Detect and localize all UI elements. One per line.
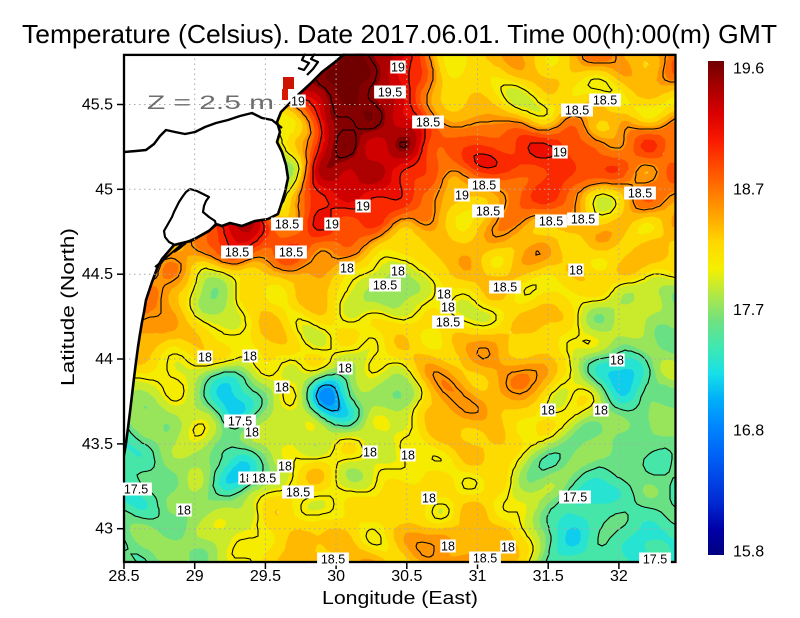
svg-text:29.5: 29.5 — [250, 568, 281, 585]
svg-text:18: 18 — [401, 449, 415, 463]
svg-text:18.5: 18.5 — [472, 179, 496, 193]
svg-text:19: 19 — [391, 61, 405, 75]
svg-text:Temperature (Celsius). Date 20: Temperature (Celsius). Date 2017.06.01. … — [22, 19, 777, 49]
svg-text:32: 32 — [610, 568, 628, 585]
svg-text:17.5: 17.5 — [228, 415, 252, 429]
svg-text:18.5: 18.5 — [225, 246, 249, 260]
svg-text:43.5: 43.5 — [82, 436, 113, 453]
svg-text:18: 18 — [441, 301, 455, 315]
svg-text:30.5: 30.5 — [391, 568, 422, 585]
svg-text:18: 18 — [275, 381, 289, 395]
svg-text:18: 18 — [541, 404, 555, 418]
svg-text:18.5: 18.5 — [436, 316, 460, 330]
svg-text:18: 18 — [594, 404, 608, 418]
svg-text:19: 19 — [325, 218, 339, 232]
svg-text:18.5: 18.5 — [593, 94, 617, 108]
svg-text:19: 19 — [291, 95, 305, 109]
svg-text:18.5: 18.5 — [286, 486, 310, 500]
svg-text:18.7: 18.7 — [733, 181, 764, 198]
svg-text:18.5: 18.5 — [279, 246, 303, 260]
svg-text:18: 18 — [363, 446, 377, 460]
svg-text:18.5: 18.5 — [565, 104, 589, 118]
svg-text:18: 18 — [278, 460, 292, 474]
svg-text:18: 18 — [441, 540, 455, 554]
svg-text:18.5: 18.5 — [321, 553, 345, 567]
svg-text:45.5: 45.5 — [82, 97, 113, 114]
svg-text:44.5: 44.5 — [82, 266, 113, 283]
svg-text:17.5: 17.5 — [563, 491, 587, 505]
svg-text:18.5: 18.5 — [493, 281, 517, 295]
svg-text:18: 18 — [501, 541, 515, 555]
svg-text:19.6: 19.6 — [733, 61, 764, 78]
svg-text:18.5: 18.5 — [539, 215, 563, 229]
svg-text:19.5: 19.5 — [378, 86, 402, 100]
svg-text:28.5: 28.5 — [108, 568, 139, 585]
svg-text:18: 18 — [245, 426, 259, 440]
svg-text:Z = 2.5 m: Z = 2.5 m — [147, 93, 274, 114]
svg-text:43: 43 — [95, 521, 113, 538]
svg-text:19: 19 — [455, 189, 469, 203]
svg-text:18.5: 18.5 — [476, 205, 500, 219]
svg-text:18.5: 18.5 — [473, 552, 497, 566]
svg-text:18: 18 — [569, 264, 583, 278]
svg-text:44: 44 — [95, 351, 113, 368]
svg-text:18: 18 — [340, 262, 354, 276]
svg-text:18: 18 — [198, 351, 212, 365]
svg-text:18: 18 — [243, 350, 257, 364]
svg-text:15.8: 15.8 — [733, 544, 764, 561]
svg-text:17.5: 17.5 — [124, 483, 148, 497]
svg-text:18: 18 — [437, 288, 451, 302]
svg-text:Latitude (North): Latitude (North) — [57, 228, 78, 386]
svg-text:18: 18 — [391, 265, 405, 279]
svg-text:18.5: 18.5 — [628, 187, 652, 201]
svg-text:19: 19 — [356, 200, 370, 214]
svg-text:18: 18 — [338, 362, 352, 376]
svg-text:18.5: 18.5 — [416, 116, 440, 130]
svg-text:18.5: 18.5 — [252, 472, 276, 486]
svg-text:18.5: 18.5 — [571, 213, 595, 227]
svg-text:29: 29 — [186, 568, 204, 585]
svg-text:16.8: 16.8 — [733, 423, 764, 440]
svg-text:18: 18 — [610, 354, 624, 368]
svg-text:17.5: 17.5 — [643, 553, 667, 567]
svg-text:31: 31 — [469, 568, 487, 585]
svg-text:30: 30 — [327, 568, 345, 585]
svg-text:18: 18 — [422, 492, 436, 506]
svg-text:17.7: 17.7 — [733, 302, 764, 319]
svg-text:18: 18 — [177, 504, 191, 518]
svg-text:19: 19 — [553, 146, 567, 160]
svg-text:Longitude (East): Longitude (East) — [322, 588, 478, 608]
svg-text:18.5: 18.5 — [275, 218, 299, 232]
svg-text:45: 45 — [95, 181, 113, 198]
svg-text:31.5: 31.5 — [533, 568, 564, 585]
svg-text:18.5: 18.5 — [373, 279, 397, 293]
